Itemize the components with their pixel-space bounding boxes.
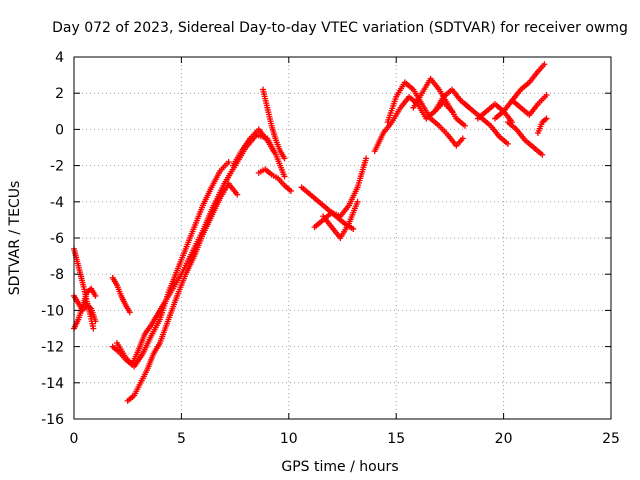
data-point bbox=[92, 292, 99, 299]
series-arc-10 bbox=[260, 86, 288, 162]
y-tick-label: 0 bbox=[55, 122, 64, 138]
data-point bbox=[225, 158, 232, 165]
series-arc-6 bbox=[113, 158, 232, 370]
series-arc-22 bbox=[509, 92, 550, 118]
data-point bbox=[541, 61, 548, 68]
axis-ticks: 0 5 10 15 20 25 -16 -14 -12 -10 -8 -6 -4 -2 0 2 4 bbox=[41, 50, 620, 447]
series-arc-13 bbox=[320, 198, 361, 241]
data-point bbox=[354, 198, 361, 205]
y-tick-label: -6 bbox=[50, 231, 64, 247]
data-layer bbox=[71, 61, 550, 404]
x-tick-label: 20 bbox=[495, 431, 513, 447]
data-point bbox=[539, 151, 546, 158]
data-point bbox=[504, 140, 511, 147]
x-axis-label: GPS time / hours bbox=[281, 459, 398, 475]
series-arc-15 bbox=[384, 79, 466, 149]
y-tick-label: 4 bbox=[55, 50, 64, 66]
x-tick-label: 5 bbox=[177, 431, 186, 447]
series-arc-9 bbox=[255, 166, 294, 194]
series-arc-5 bbox=[109, 131, 277, 368]
series-arc-19 bbox=[474, 101, 516, 126]
data-point bbox=[459, 135, 466, 142]
chart-title: Day 072 of 2023, Sidereal Day-to-day VTE… bbox=[52, 20, 628, 36]
data-point bbox=[281, 173, 288, 180]
y-tick-label: -14 bbox=[41, 376, 64, 392]
data-point bbox=[287, 187, 294, 194]
data-point bbox=[90, 325, 97, 332]
data-point bbox=[543, 92, 550, 99]
y-tick-label: -12 bbox=[41, 340, 64, 356]
y-axis-label: SDTVAR / TECUs bbox=[7, 181, 23, 296]
series-arc-23 bbox=[534, 115, 550, 137]
data-point bbox=[281, 155, 288, 162]
x-tick-label: 10 bbox=[280, 431, 298, 447]
y-tick-label: -10 bbox=[41, 303, 64, 319]
x-tick-label: 15 bbox=[387, 431, 405, 447]
series-arc-7 bbox=[124, 180, 241, 404]
series-arc-12 bbox=[311, 155, 370, 231]
y-tick-label: -2 bbox=[50, 159, 64, 175]
series-arc-20 bbox=[492, 61, 548, 122]
series-arc-21 bbox=[504, 119, 546, 158]
y-tick-label: -4 bbox=[50, 195, 64, 211]
series-arc-11 bbox=[298, 184, 357, 232]
data-point bbox=[126, 309, 133, 316]
series-arc-3 bbox=[71, 285, 99, 332]
data-point bbox=[363, 155, 370, 162]
x-tick-label: 0 bbox=[70, 431, 79, 447]
y-tick-label: -8 bbox=[50, 267, 64, 283]
series-arc-8 bbox=[229, 126, 288, 180]
x-tick-label: 25 bbox=[602, 431, 620, 447]
y-tick-label: 2 bbox=[55, 86, 64, 102]
data-point bbox=[92, 318, 99, 325]
series-arc-4 bbox=[109, 274, 133, 316]
y-tick-label: -16 bbox=[41, 412, 64, 428]
data-point bbox=[461, 122, 468, 129]
data-point bbox=[234, 191, 241, 198]
data-point bbox=[543, 115, 550, 122]
data-point bbox=[350, 225, 357, 232]
